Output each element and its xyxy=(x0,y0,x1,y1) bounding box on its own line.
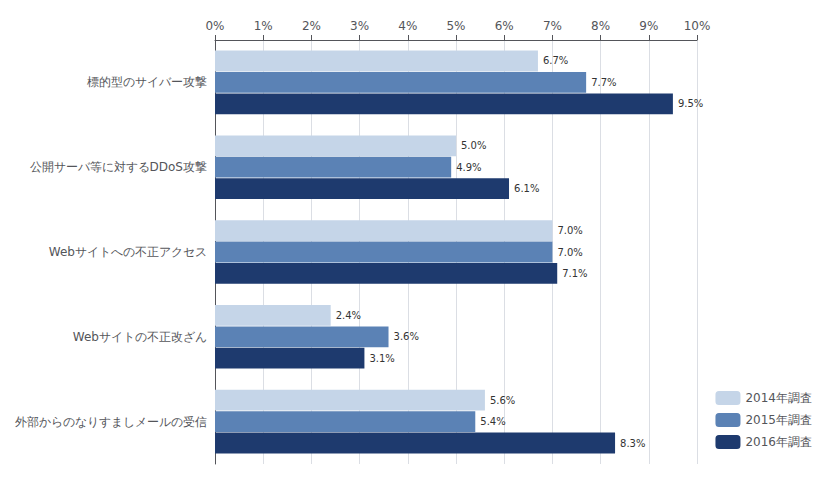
svg-text:2015年調査: 2015年調査 xyxy=(745,413,812,427)
svg-text:2%: 2% xyxy=(302,19,321,33)
svg-text:標的型のサイバー攻撃: 標的型のサイバー攻撃 xyxy=(87,75,207,89)
svg-text:3.1%: 3.1% xyxy=(369,353,394,364)
svg-text:7.0%: 7.0% xyxy=(557,247,582,258)
svg-text:2016年調査: 2016年調査 xyxy=(745,435,812,449)
svg-text:2.4%: 2.4% xyxy=(336,310,361,321)
svg-text:9%: 9% xyxy=(639,19,658,33)
svg-text:4%: 4% xyxy=(398,19,417,33)
svg-text:7.7%: 7.7% xyxy=(591,77,616,88)
svg-text:公開サーバ等に対するDDoS攻撃: 公開サーバ等に対するDDoS攻撃 xyxy=(30,160,207,174)
svg-text:5%: 5% xyxy=(446,19,465,33)
svg-text:6%: 6% xyxy=(495,19,514,33)
svg-text:1%: 1% xyxy=(254,19,273,33)
svg-text:外部からのなりすましメールの受信: 外部からのなりすましメールの受信 xyxy=(15,415,207,429)
svg-text:5.4%: 5.4% xyxy=(480,416,505,427)
svg-text:Webサイトの不正改ざん: Webサイトの不正改ざん xyxy=(73,330,207,344)
svg-text:5.6%: 5.6% xyxy=(490,395,515,406)
svg-text:3%: 3% xyxy=(350,19,369,33)
svg-text:0%: 0% xyxy=(205,19,224,33)
svg-text:7.1%: 7.1% xyxy=(562,268,587,279)
svg-text:3.6%: 3.6% xyxy=(394,331,419,342)
svg-text:8%: 8% xyxy=(591,19,610,33)
svg-text:7.0%: 7.0% xyxy=(557,225,582,236)
svg-text:Webサイトへの不正アクセス: Webサイトへの不正アクセス xyxy=(49,245,207,259)
svg-text:4.9%: 4.9% xyxy=(456,162,481,173)
svg-text:7%: 7% xyxy=(543,19,562,33)
svg-text:9.5%: 9.5% xyxy=(678,98,703,109)
svg-text:6.7%: 6.7% xyxy=(543,55,568,66)
svg-text:2014年調査: 2014年調査 xyxy=(745,391,812,405)
svg-text:10%: 10% xyxy=(684,19,711,33)
svg-text:8.3%: 8.3% xyxy=(620,438,645,449)
svg-text:5.0%: 5.0% xyxy=(461,140,486,151)
svg-text:6.1%: 6.1% xyxy=(514,183,539,194)
